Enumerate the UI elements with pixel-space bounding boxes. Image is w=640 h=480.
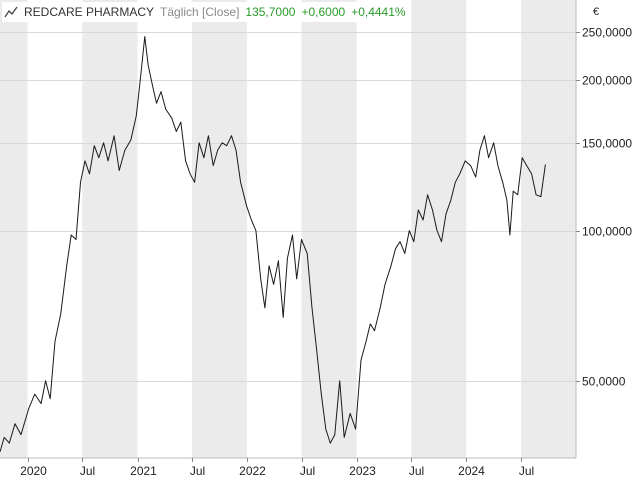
- period-bands: [0, 0, 576, 458]
- x-tick-label: Jul: [409, 464, 424, 478]
- x-tick-label: 2022: [239, 464, 266, 478]
- x-tick-label: 2021: [130, 464, 157, 478]
- y-tick-label: 200,0000: [582, 74, 632, 88]
- currency-label: €: [593, 6, 600, 18]
- y-axis: 50,0000 100,0000 150,0000 200,0000 250,0000: [576, 26, 632, 389]
- x-tick-label: Jul: [80, 464, 95, 478]
- last-price: 135,7000: [245, 5, 296, 19]
- period-band: [301, 0, 357, 458]
- line-chart-icon[interactable]: [4, 6, 18, 18]
- period-band: [356, 0, 412, 458]
- grid-lines: [0, 32, 576, 382]
- x-tick-label: Jul: [190, 464, 205, 478]
- x-tick-label: 2024: [458, 464, 485, 478]
- chart-header: REDCARE PHARMACY Täglich [Close] 135,700…: [2, 2, 410, 22]
- price-change-percent: +0,4441%: [351, 5, 406, 19]
- y-tick-label: 250,0000: [582, 26, 632, 40]
- period-band: [82, 0, 138, 458]
- period-band: [0, 0, 28, 458]
- period-label[interactable]: Täglich [Close]: [160, 5, 240, 19]
- period-band: [137, 0, 192, 458]
- period-band: [411, 0, 467, 458]
- price-change: +0,6000: [301, 5, 346, 19]
- y-tick-label: 150,0000: [582, 137, 632, 151]
- price-line: [0, 36, 546, 453]
- x-tick-label: Jul: [519, 464, 534, 478]
- x-tick-label: 2020: [20, 464, 47, 478]
- period-band: [27, 0, 83, 458]
- y-tick-label: 50,0000: [582, 375, 626, 389]
- x-axis: 2020 Jul 2021 Jul 2022 Jul 2023 Jul 2024 Jul: [20, 458, 534, 478]
- period-band: [521, 0, 576, 458]
- x-tick-label: Jul: [300, 464, 315, 478]
- period-band: [466, 0, 522, 458]
- price-series: [0, 36, 546, 453]
- instrument-name: REDCARE PHARMACY: [24, 5, 155, 19]
- y-tick-label: 100,0000: [582, 225, 632, 239]
- period-band: [191, 0, 248, 458]
- x-tick-label: 2023: [349, 464, 376, 478]
